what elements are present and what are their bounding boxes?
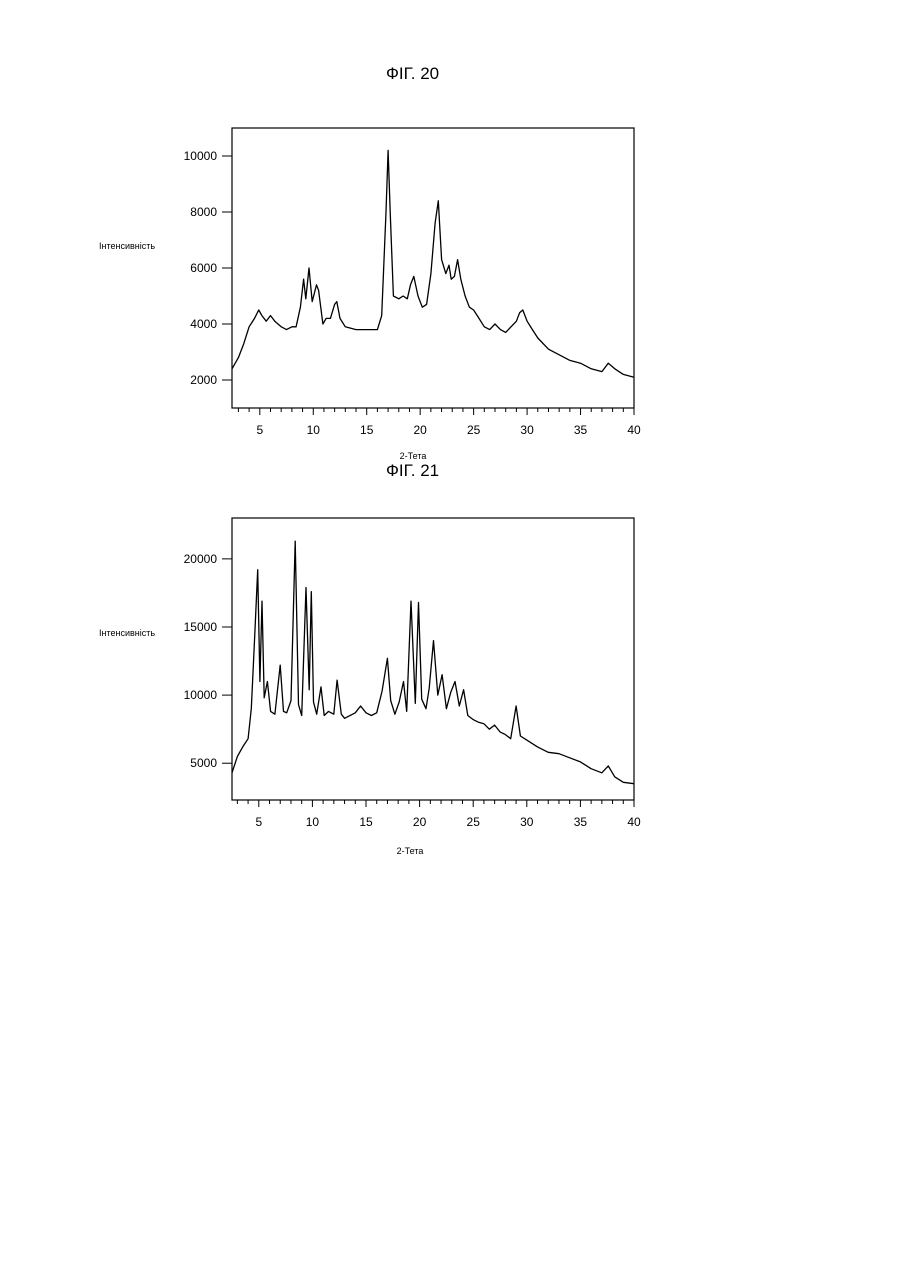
chart-1: 5 10 15 20 25 30 35 40 2000 4000 6000 8000 10000 Інте… [99, 128, 641, 461]
x-tick-label: 40 [627, 815, 641, 829]
y-tick-label: 10000 [184, 149, 218, 163]
y-tick-label: 15000 [184, 620, 218, 634]
plot-frame [232, 128, 634, 408]
x-tick-label: 30 [520, 815, 534, 829]
y-axis-label: Інтенсивність [99, 241, 155, 251]
y-tick-label: 8000 [190, 205, 217, 219]
y-tick-label: 6000 [190, 261, 217, 275]
x-axis-label: 2-Тета [400, 451, 427, 461]
x-tick-label: 15 [359, 815, 373, 829]
x-axis-label: 2-Тета [397, 846, 424, 856]
y-axis-label: Інтенсивність [99, 628, 155, 638]
x-tick-label: 25 [467, 423, 481, 437]
x-tick-label: 20 [413, 423, 427, 437]
x-tick-label: 40 [627, 423, 641, 437]
x-tick-label: 25 [467, 815, 481, 829]
y-tick-label: 5000 [190, 756, 217, 770]
x-tick-label: 5 [255, 815, 262, 829]
x-tick-label: 5 [256, 423, 263, 437]
x-tick-label: 15 [360, 423, 374, 437]
x-tick-label: 10 [307, 423, 321, 437]
chart-2: 5 10 15 20 25 30 35 40 5000 10000 15000 20000 Інтенс… [99, 518, 641, 856]
x-tick-label: 10 [306, 815, 320, 829]
x-tick-label: 20 [413, 815, 427, 829]
diffraction-series-line [232, 541, 634, 784]
y-tick-label: 20000 [184, 552, 218, 566]
y-tick-label: 10000 [184, 688, 218, 702]
x-tick-label: 30 [520, 423, 534, 437]
x-tick-label: 35 [574, 815, 588, 829]
y-tick-label: 2000 [190, 373, 217, 387]
x-tick-label: 35 [574, 423, 588, 437]
diffraction-series-line [232, 150, 634, 377]
y-tick-label: 4000 [190, 317, 217, 331]
